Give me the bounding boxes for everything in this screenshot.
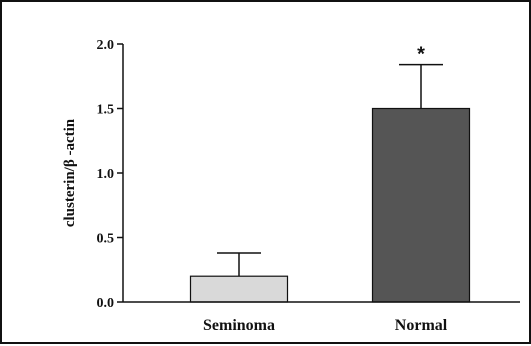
y-tick-label: 0.5 <box>97 232 115 247</box>
y-tick-label: 1.5 <box>97 103 115 118</box>
bar-normal <box>371 107 471 303</box>
bars <box>189 107 471 303</box>
annotations: * <box>417 44 425 66</box>
y-tick-label: 2.0 <box>97 38 115 53</box>
significance-marker: * <box>417 44 425 66</box>
x-tick-label: Seminoma <box>203 317 275 334</box>
y-tick-label: 1.0 <box>97 167 115 182</box>
y-axis-title: clusterin/β -actin <box>62 118 78 227</box>
bar-seminoma <box>189 275 289 303</box>
x-tick-labels: Seminoma Normal <box>203 317 448 334</box>
error-bars <box>217 63 443 277</box>
x-tick-label: Normal <box>395 317 448 334</box>
y-ticks: 0.0 0.5 1.0 1.5 2.0 <box>97 38 123 311</box>
y-tick-label: 0.0 <box>97 296 115 311</box>
